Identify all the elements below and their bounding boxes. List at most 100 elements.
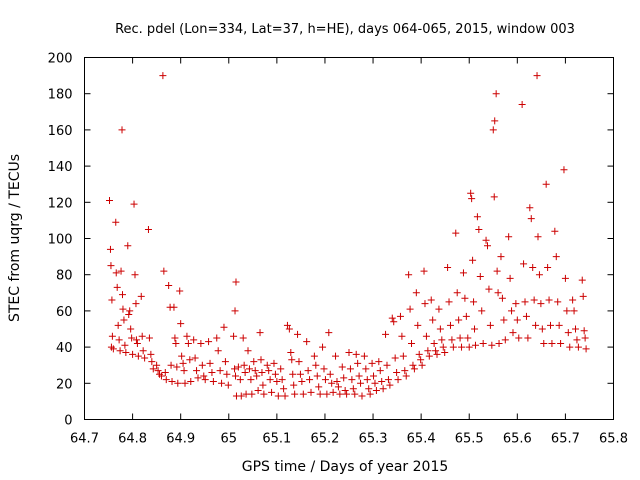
data-point — [178, 352, 186, 360]
data-point — [409, 361, 417, 369]
x-tick-label: 65.8 — [599, 432, 628, 447]
data-point — [283, 321, 291, 329]
data-point — [170, 303, 178, 311]
data-point — [439, 343, 447, 351]
data-point — [366, 390, 374, 398]
data-point — [156, 370, 164, 378]
data-point — [371, 379, 379, 387]
data-point — [190, 336, 198, 344]
y-axis: 0 20 40 60 80 100 120 140 160 180 200 — [48, 52, 614, 429]
data-point — [323, 390, 331, 398]
data-point — [139, 347, 147, 355]
data-point — [456, 334, 464, 342]
data-point — [312, 361, 320, 369]
data-point — [582, 345, 590, 353]
data-point — [253, 372, 261, 380]
x-tick-label: 64.7 — [70, 432, 99, 447]
data-point — [194, 374, 202, 382]
data-point — [129, 350, 137, 358]
data-point — [153, 361, 161, 369]
data-point — [538, 325, 546, 333]
data-point — [370, 372, 378, 380]
data-point — [355, 372, 363, 380]
data-point — [533, 72, 541, 80]
data-point — [401, 367, 409, 375]
x-tick-label: 65.3 — [359, 432, 388, 447]
data-point — [326, 370, 334, 378]
data-point — [162, 376, 170, 384]
x-tick-label: 65.4 — [407, 432, 436, 447]
data-point — [563, 307, 571, 315]
data-point — [581, 334, 589, 342]
data-point — [560, 166, 568, 174]
data-point — [220, 323, 228, 331]
data-point — [320, 365, 328, 373]
data-point — [382, 330, 390, 338]
data-point — [128, 334, 136, 342]
data-point — [168, 377, 176, 385]
data-point — [191, 354, 199, 362]
data-point — [132, 336, 140, 344]
data-point — [329, 388, 337, 396]
data-point — [218, 379, 226, 387]
data-point — [485, 285, 493, 293]
data-point — [418, 361, 426, 369]
data-point — [250, 358, 258, 366]
data-point — [495, 339, 503, 347]
data-point — [578, 276, 586, 284]
data-point — [455, 316, 463, 324]
data-point — [390, 318, 398, 326]
data-point — [383, 361, 391, 369]
data-point — [501, 336, 509, 344]
data-point — [354, 359, 362, 367]
data-point — [452, 229, 460, 237]
data-point — [552, 253, 560, 261]
data-point — [232, 372, 240, 380]
data-point — [435, 305, 443, 313]
data-point — [475, 225, 483, 233]
data-point — [570, 307, 578, 315]
data-point — [106, 196, 114, 204]
x-axis-label: GPS time / Days of year 2015 — [242, 459, 449, 475]
data-point — [462, 312, 470, 320]
data-point — [244, 347, 252, 355]
data-point — [332, 352, 340, 360]
data-point — [328, 379, 336, 387]
data-point — [497, 253, 505, 261]
data-point — [343, 390, 351, 398]
data-point — [148, 358, 156, 366]
data-point — [372, 387, 380, 395]
data-point — [408, 339, 416, 347]
data-point — [365, 385, 373, 393]
data-point — [521, 298, 529, 306]
data-point — [529, 263, 537, 271]
data-point — [524, 334, 532, 342]
data-point — [266, 376, 274, 384]
data-point — [430, 339, 438, 347]
data-point — [183, 332, 191, 340]
data-point — [157, 372, 165, 380]
data-point — [506, 274, 514, 282]
data-point — [512, 300, 520, 308]
data-point — [237, 392, 245, 400]
data-point — [271, 370, 279, 378]
data-point — [112, 269, 120, 277]
data-point — [321, 376, 329, 384]
data-point — [348, 376, 356, 384]
data-point — [484, 242, 492, 250]
data-point — [396, 312, 404, 320]
data-point — [341, 387, 349, 395]
data-point — [500, 316, 508, 324]
data-point — [184, 339, 192, 347]
data-point — [198, 361, 206, 369]
data-point — [241, 368, 249, 376]
data-point — [115, 336, 123, 344]
data-point — [488, 341, 496, 349]
data-point — [360, 352, 368, 360]
data-point — [137, 292, 145, 300]
data-point — [458, 343, 466, 351]
data-point — [130, 200, 138, 208]
data-point — [289, 370, 297, 378]
data-point — [132, 300, 140, 308]
data-point — [145, 334, 153, 342]
